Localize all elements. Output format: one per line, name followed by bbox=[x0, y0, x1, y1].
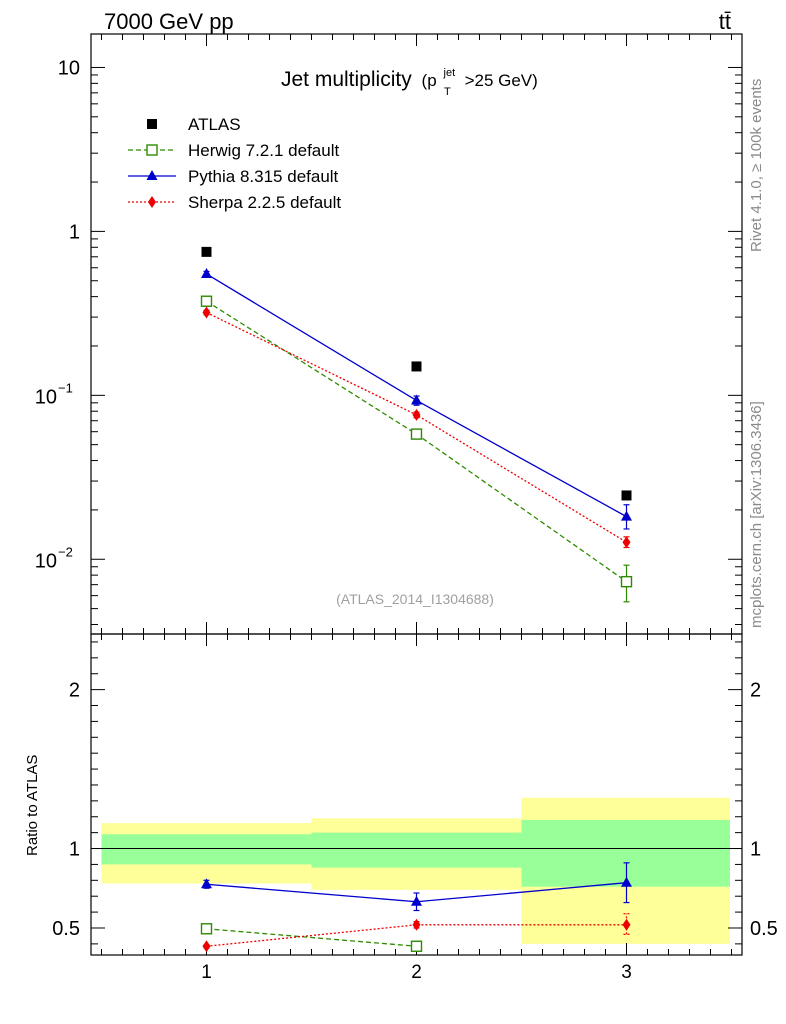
legend-entry-sherpa: Sherpa 2.2.5 default bbox=[128, 193, 341, 212]
y-tick-exponent: −1 bbox=[58, 380, 73, 395]
data-point bbox=[202, 940, 211, 953]
data-point bbox=[620, 575, 633, 588]
data-point bbox=[146, 144, 158, 156]
analysis-watermark: (ATLAS_2014_I1304688) bbox=[336, 591, 494, 607]
x-tick-label: 3 bbox=[621, 962, 632, 983]
ratio-y-tick-label: 1 bbox=[69, 839, 80, 861]
data-point bbox=[410, 940, 423, 952]
data-point bbox=[411, 394, 422, 405]
data-point bbox=[621, 876, 632, 887]
ratio-series-sherpa bbox=[202, 913, 631, 953]
main-series bbox=[200, 246, 633, 603]
data-point bbox=[622, 918, 631, 931]
series-herwig bbox=[200, 295, 633, 603]
legend-label: Sherpa 2.2.5 default bbox=[188, 193, 341, 212]
y-tick-label: 10 bbox=[35, 386, 57, 408]
band-inner bbox=[521, 819, 730, 887]
x-tick-label: 1 bbox=[201, 962, 212, 983]
y-tick-label: 1 bbox=[69, 221, 80, 243]
legend-label: ATLAS bbox=[188, 115, 241, 134]
data-point bbox=[411, 895, 422, 906]
series-line bbox=[206, 300, 627, 583]
ratio-ylabel: Ratio to ATLAS bbox=[24, 755, 41, 856]
data-point bbox=[621, 490, 632, 501]
legend-entry-atlas: ATLAS bbox=[147, 115, 241, 134]
legend: ATLAS Herwig 7.2.1 default Pythia 8.315 de… bbox=[128, 115, 341, 212]
band-inner bbox=[101, 834, 312, 865]
mcplots-label: mcplots.cern.ch [arXiv:1306.3436] bbox=[748, 401, 765, 628]
y-tick-label: 10 bbox=[58, 57, 80, 79]
ratio-bands bbox=[91, 797, 742, 944]
data-point bbox=[412, 918, 421, 931]
legend-label: Pythia 8.315 default bbox=[188, 167, 339, 186]
data-point bbox=[201, 267, 212, 278]
ratio-y-tick-label-right: 1 bbox=[750, 839, 761, 861]
rivet-label: Rivet 4.1.0, ≥ 100k events bbox=[748, 79, 765, 252]
ratio-line bbox=[206, 928, 417, 947]
legend-label: Herwig 7.2.1 default bbox=[188, 141, 339, 160]
header-left: 7000 GeV pp bbox=[104, 9, 234, 34]
data-point bbox=[146, 170, 158, 180]
header-right: tt̄ bbox=[719, 9, 731, 34]
data-point bbox=[410, 428, 423, 440]
data-point bbox=[201, 246, 212, 257]
data-point bbox=[412, 408, 421, 421]
series-atlas bbox=[201, 246, 632, 501]
series-pythia bbox=[201, 267, 632, 530]
data-point bbox=[148, 196, 156, 208]
ratio-series-pythia bbox=[201, 862, 632, 912]
ratio-y-tick-label: 2 bbox=[69, 680, 80, 702]
data-point bbox=[200, 295, 213, 307]
data-point bbox=[622, 536, 631, 549]
x-tick-label: 2 bbox=[411, 962, 422, 983]
chart-title: Jet multiplicity (p jet T >25 GeV) bbox=[281, 58, 538, 100]
data-point bbox=[621, 510, 632, 521]
band-inner bbox=[311, 832, 522, 868]
y-tick-label: 10 bbox=[35, 550, 57, 572]
data-point bbox=[202, 306, 211, 319]
ratio-y-tick-label-right: 0.5 bbox=[750, 918, 778, 940]
series-line bbox=[206, 311, 627, 543]
ratio-y-tick-label-right: 2 bbox=[750, 680, 761, 702]
legend-entry-pythia: Pythia 8.315 default bbox=[128, 167, 339, 186]
data-point bbox=[147, 119, 157, 129]
ratio-series bbox=[200, 862, 632, 953]
axis-ticks bbox=[91, 34, 742, 955]
data-point bbox=[411, 361, 422, 372]
data-point bbox=[201, 878, 212, 889]
legend-entry-herwig: Herwig 7.2.1 default bbox=[128, 141, 339, 160]
data-point bbox=[200, 923, 213, 935]
ratio-series-herwig bbox=[200, 923, 423, 952]
y-tick-exponent: −2 bbox=[58, 544, 73, 559]
series-sherpa bbox=[202, 306, 631, 549]
ratio-y-tick-label: 0.5 bbox=[52, 918, 80, 940]
